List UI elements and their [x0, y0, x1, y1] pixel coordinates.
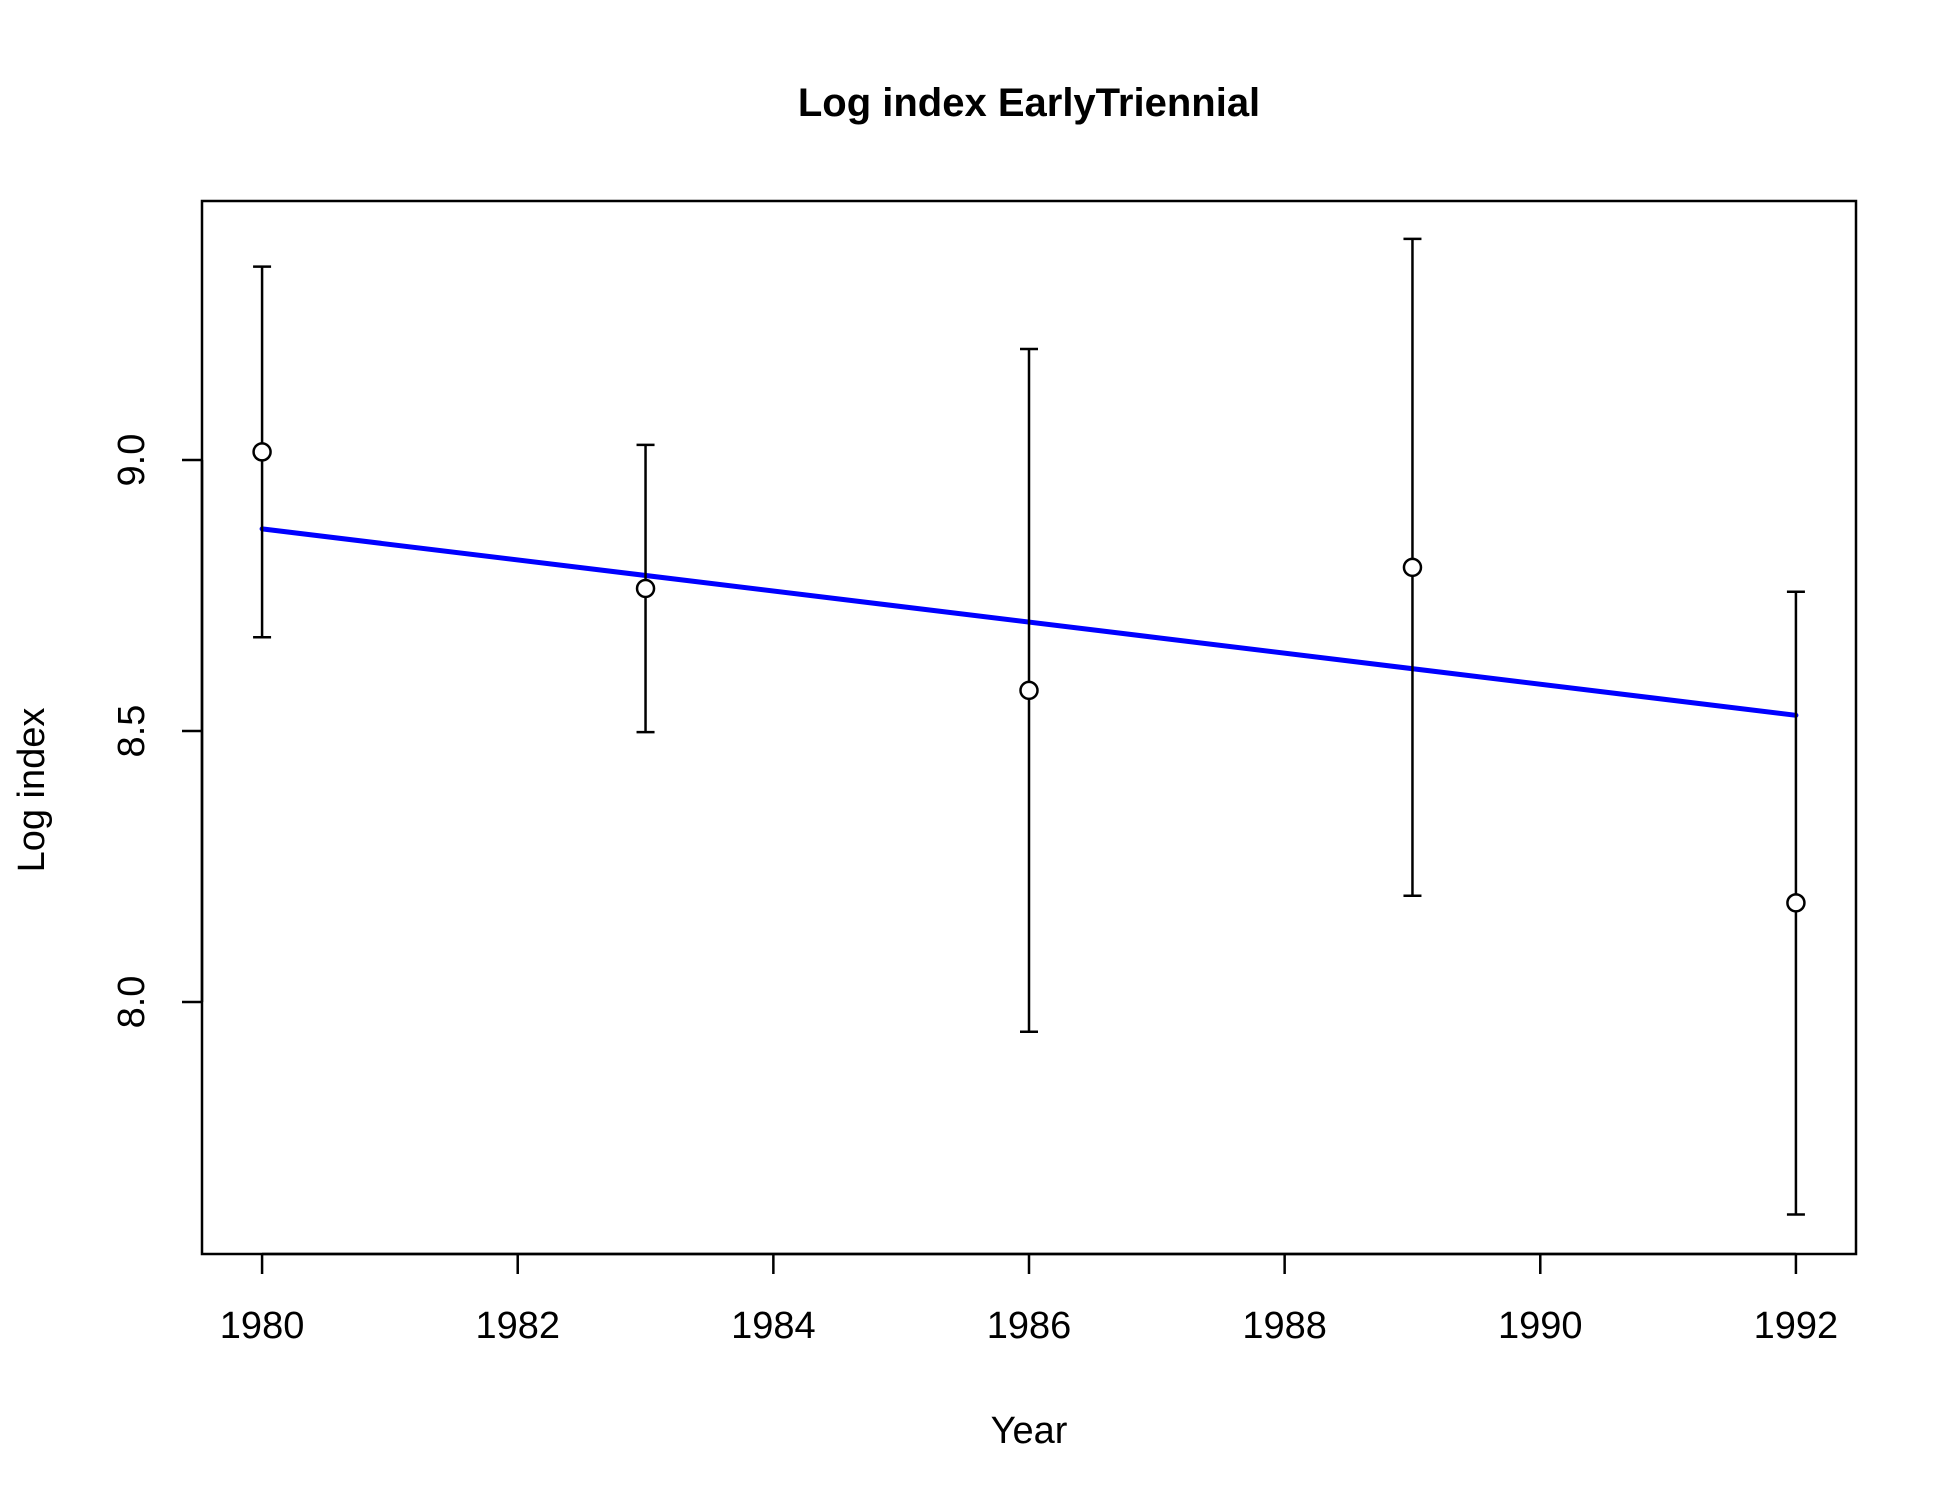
x-tick-label: 1980	[220, 1305, 305, 1347]
y-tick-label: 9.0	[111, 434, 153, 487]
y-tick-label: 8.0	[111, 976, 153, 1029]
data-point	[635, 578, 656, 599]
x-tick-label: 1982	[475, 1305, 560, 1347]
x-tick-label: 1990	[1498, 1305, 1583, 1347]
y-axis-label: Log index	[11, 708, 53, 873]
x-axis: 1980 1982 1984 1986 1988 1990 1992	[220, 1252, 1839, 1347]
x-axis-label: Year	[991, 1410, 1068, 1452]
y-tick-label: 8.5	[111, 705, 153, 758]
error-bar-layer	[253, 237, 1805, 1216]
point-layer	[252, 442, 1806, 913]
data-point	[1786, 893, 1806, 913]
data-point	[252, 442, 272, 462]
x-tick-label: 1992	[1754, 1305, 1839, 1347]
x-tick-label: 1988	[1242, 1305, 1327, 1347]
x-tick-label: 1986	[987, 1305, 1072, 1347]
y-axis: 8.0 8.5 9.0	[111, 434, 204, 1029]
data-point	[1019, 680, 1039, 701]
data-point	[1402, 557, 1423, 578]
chart-title: Log index EarlyTriennial	[798, 81, 1260, 125]
x-tick-label: 1984	[731, 1305, 816, 1347]
